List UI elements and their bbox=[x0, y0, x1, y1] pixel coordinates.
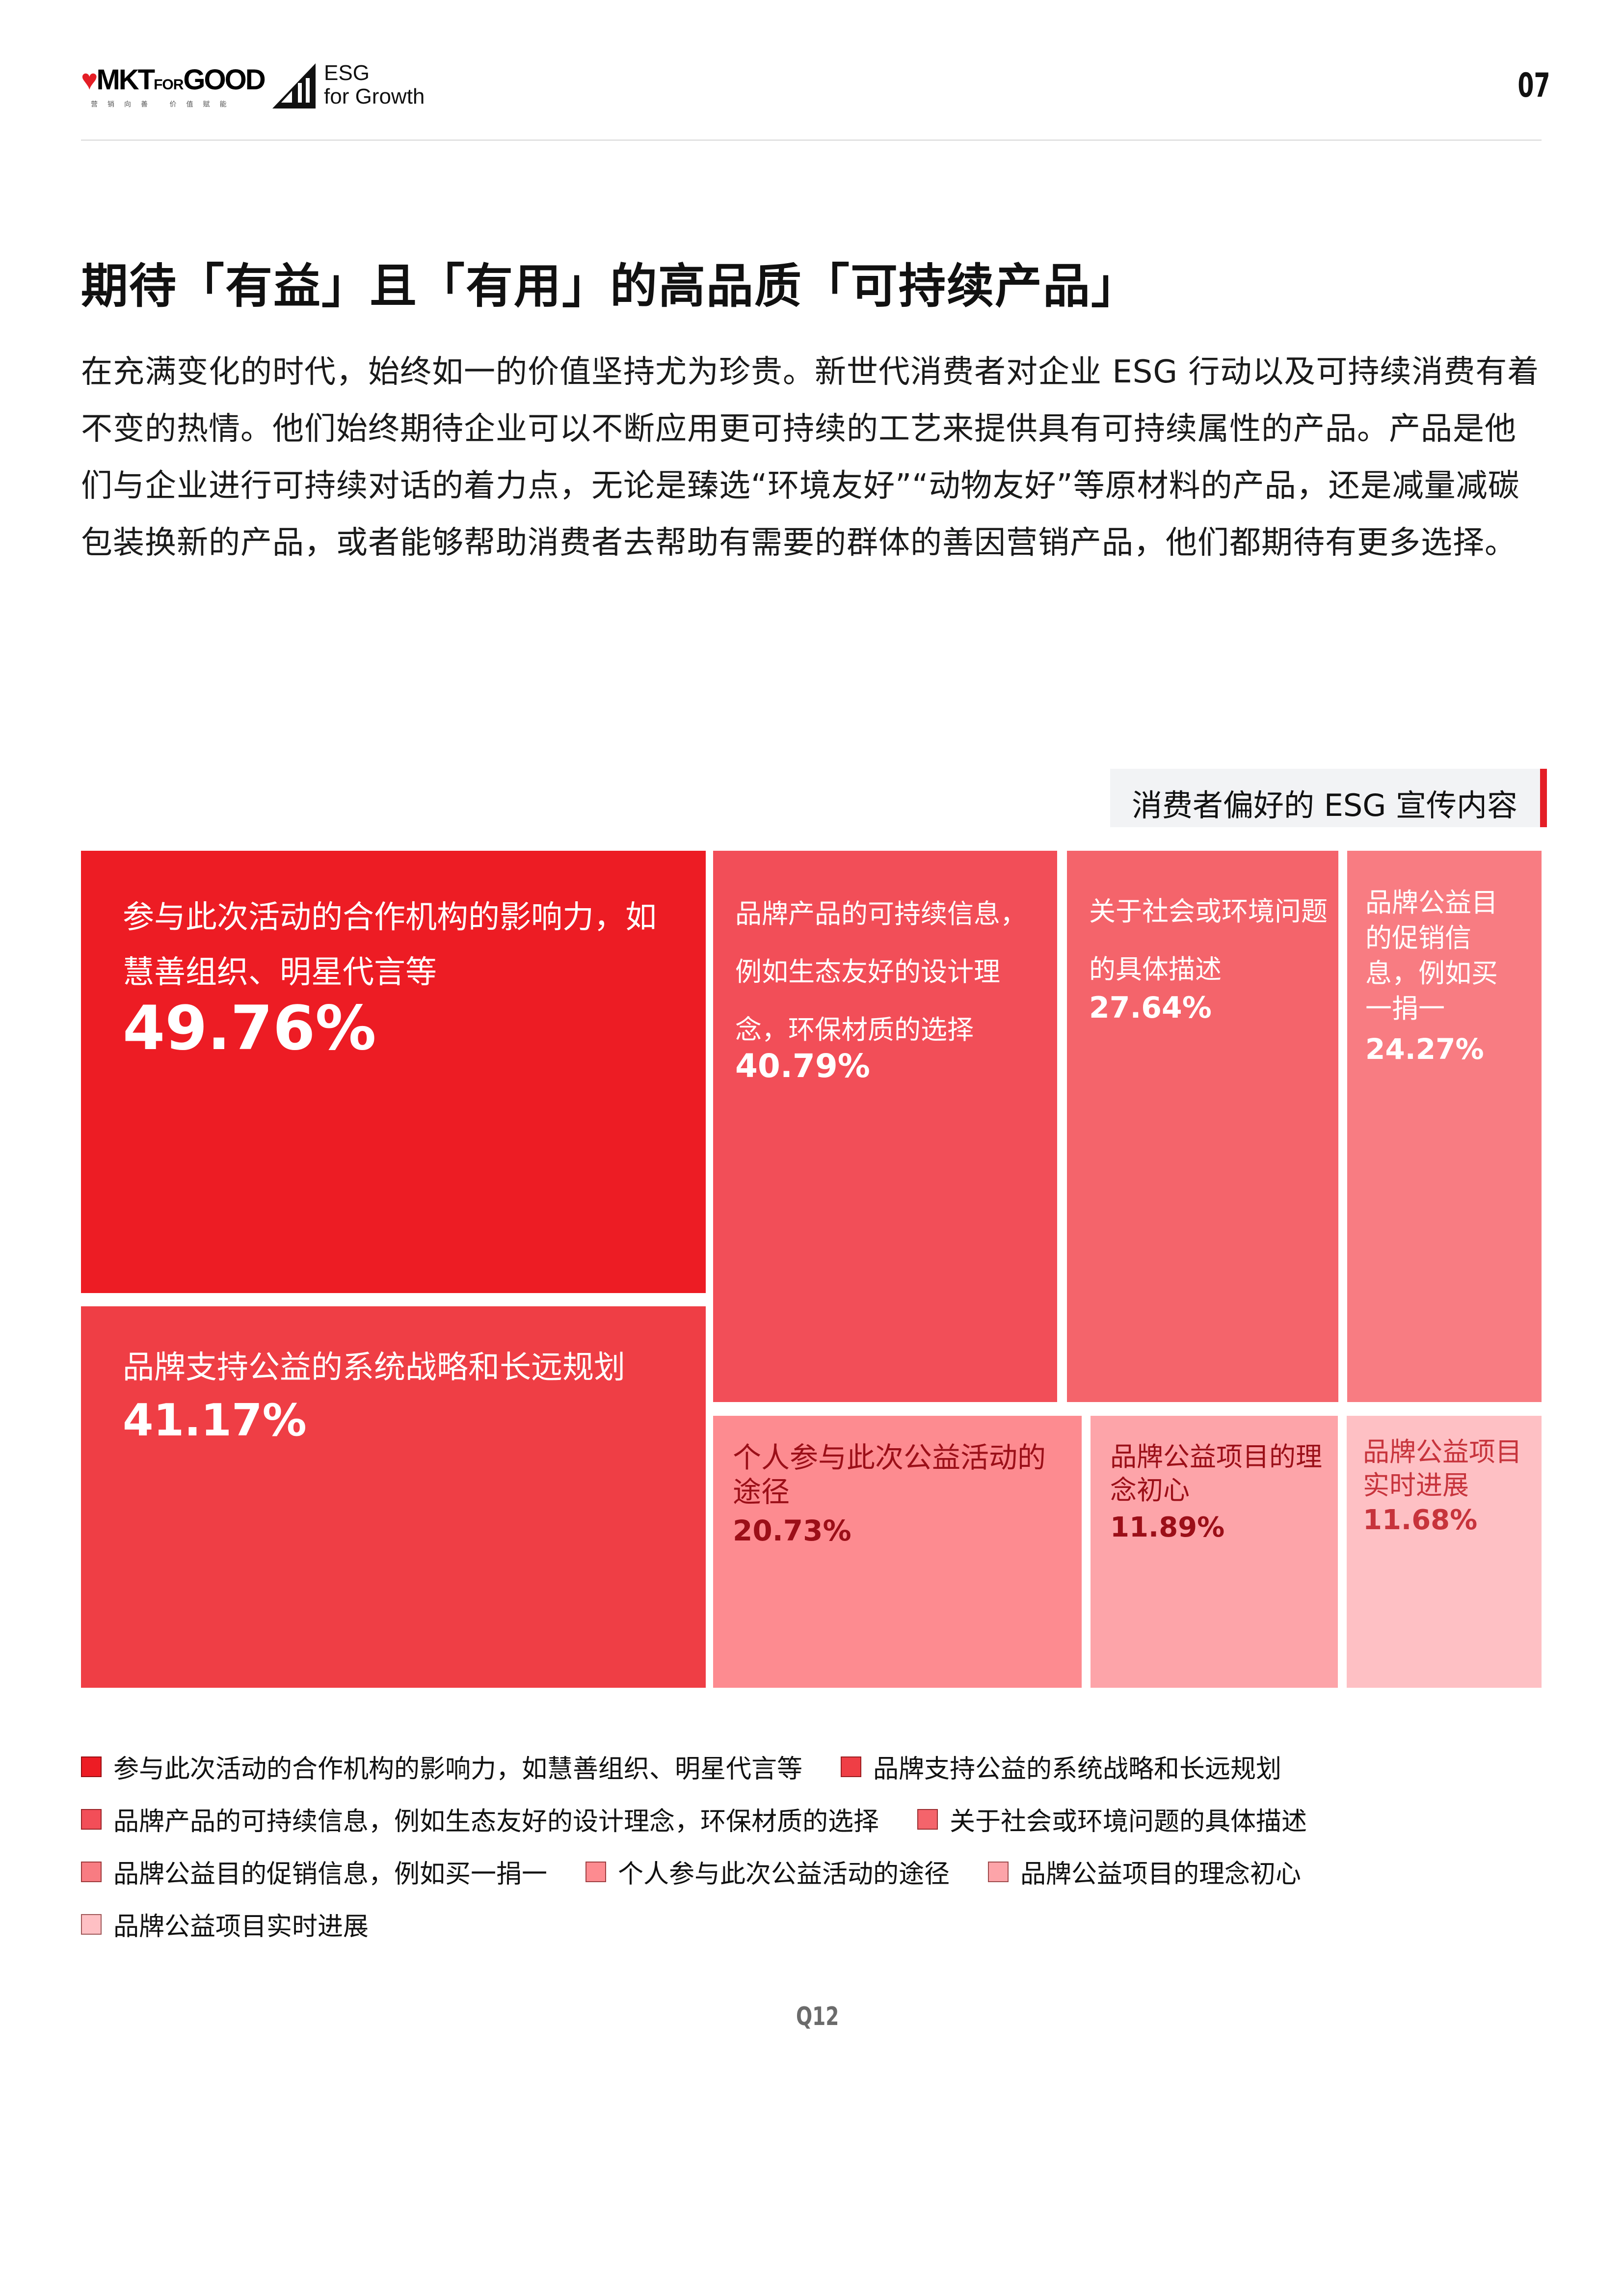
legend-item: 品牌产品的可持续信息，例如生态友好的设计理念，环保材质的选择 bbox=[81, 1801, 879, 1837]
legend-swatch bbox=[81, 1756, 102, 1777]
cell-label: 品牌公益项目实时进展 bbox=[1363, 1436, 1522, 1501]
legend-item: 品牌支持公益的系统战略和长远规划 bbox=[841, 1748, 1281, 1785]
legend-label: 品牌公益目的促销信息，例如买一捐一 bbox=[113, 1860, 548, 1889]
chart-title-box: 消费者偏好的 ESG 宣传内容 bbox=[1110, 769, 1547, 827]
page-title: 期待「有益」且「有用」的高品质「可持续产品」 bbox=[81, 259, 1139, 314]
treemap-cell-issue-description: 关于社会或环境问题的具体描述 27.64% bbox=[1067, 851, 1338, 1402]
legend-label: 个人参与此次公益活动的途径 bbox=[618, 1860, 950, 1889]
cell-label: 参与此次活动的合作机构的影响力，如慧善组织、明星代言等 bbox=[123, 899, 657, 991]
cell-label: 关于社会或环境问题的具体描述 bbox=[1089, 896, 1328, 985]
legend-row: 参与此次活动的合作机构的影响力，如慧善组织、明星代言等 品牌支持公益的系统战略和… bbox=[81, 1740, 1543, 1793]
cell-value: 27.64% bbox=[1089, 991, 1212, 1025]
legend-label: 品牌支持公益的系统战略和长远规划 bbox=[873, 1755, 1282, 1784]
legend-label: 品牌公益项目实时进展 bbox=[113, 1912, 369, 1942]
logo-wordmark: ♥MKTFORGOOD bbox=[81, 64, 266, 101]
cell-label: 品牌支持公益的系统战略和长远规划 bbox=[123, 1350, 625, 1386]
treemap-cell-brand-strategy: 品牌支持公益的系统战略和长远规划 41.17% bbox=[81, 1306, 706, 1688]
question-number: Q12 bbox=[796, 2002, 839, 2031]
legend-row: 品牌公益目的促销信息，例如买一捐一 个人参与此次公益活动的途径 品牌公益项目的理… bbox=[81, 1845, 1543, 1898]
legend-swatch bbox=[585, 1861, 607, 1882]
treemap-cell-realtime-progress: 品牌公益项目实时进展 11.68% bbox=[1347, 1416, 1542, 1688]
cell-value: 20.73% bbox=[733, 1514, 851, 1547]
cell-value: 49.76% bbox=[123, 993, 376, 1064]
legend-item: 品牌公益项目实时进展 bbox=[81, 1906, 369, 1943]
legend-item: 品牌公益项目的理念初心 bbox=[988, 1853, 1301, 1890]
chart-title-accent-bar bbox=[1540, 769, 1547, 827]
cell-value: 40.79% bbox=[735, 1047, 870, 1085]
mkt-for-good-logo: ♥MKTFORGOOD 营销向善 价值赋能 bbox=[81, 64, 266, 108]
legend-item: 关于社会或环境问题的具体描述 bbox=[917, 1801, 1307, 1837]
legend-swatch bbox=[917, 1809, 938, 1830]
esg-triangle-icon bbox=[272, 63, 316, 108]
logo-mkt-text: MKT bbox=[96, 64, 155, 96]
legend-label: 关于社会或环境问题的具体描述 bbox=[950, 1807, 1307, 1837]
header-divider bbox=[81, 139, 1542, 141]
cell-value: 11.89% bbox=[1110, 1512, 1225, 1543]
cell-label: 品牌公益项目的理念初心 bbox=[1110, 1441, 1322, 1506]
treemap-cell-personal-participation: 个人参与此次公益活动的途径 20.73% bbox=[713, 1416, 1082, 1688]
logo-esg-text: ESG bbox=[324, 61, 370, 85]
treemap-cell-partner-influence: 参与此次活动的合作机构的影响力，如慧善组织、明星代言等 49.76% bbox=[81, 851, 706, 1293]
cell-value: 11.68% bbox=[1363, 1504, 1478, 1536]
legend-item: 品牌公益目的促销信息，例如买一捐一 bbox=[81, 1853, 547, 1890]
logo-tagline: 营销向善 价值赋能 bbox=[91, 101, 237, 108]
legend-label: 品牌产品的可持续信息，例如生态友好的设计理念，环保材质的选择 bbox=[113, 1807, 879, 1837]
legend-row: 品牌公益项目实时进展 bbox=[81, 1898, 1543, 1950]
legend-item: 个人参与此次公益活动的途径 bbox=[585, 1853, 950, 1890]
treemap-cell-promotion-info: 品牌公益目的促销信息，例如买一捐一 24.27% bbox=[1347, 851, 1542, 1402]
chart-title: 消费者偏好的 ESG 宣传内容 bbox=[1132, 787, 1517, 823]
legend-swatch bbox=[841, 1756, 862, 1777]
legend-label: 品牌公益项目的理念初心 bbox=[1020, 1860, 1302, 1889]
legend-swatch bbox=[81, 1861, 102, 1882]
intro-paragraph: 在充满变化的时代，始终如一的价值坚持尤为珍贵。新世代消费者对企业 ESG 行动以… bbox=[81, 354, 1540, 561]
heart-icon: ♥ bbox=[81, 64, 98, 96]
legend-swatch bbox=[81, 1914, 102, 1935]
legend-row: 品牌产品的可持续信息，例如生态友好的设计理念，环保材质的选择 关于社会或环境问题… bbox=[81, 1793, 1543, 1845]
treemap-cell-product-sustainability: 品牌产品的可持续信息，例如生态友好的设计理念，环保材质的选择 40.79% bbox=[713, 851, 1057, 1402]
cell-value: 41.17% bbox=[123, 1395, 307, 1446]
cell-label: 品牌产品的可持续信息，例如生态友好的设计理念，环保材质的选择 bbox=[735, 898, 1027, 1045]
legend-swatch bbox=[81, 1809, 102, 1830]
cell-label: 品牌公益目的促销信息，例如买一捐一 bbox=[1365, 887, 1498, 1024]
treemap-cell-project-philosophy: 品牌公益项目的理念初心 11.89% bbox=[1091, 1416, 1338, 1688]
legend-swatch bbox=[988, 1861, 1009, 1882]
legend-item: 参与此次活动的合作机构的影响力，如慧善组织、明星代言等 bbox=[81, 1748, 802, 1785]
page-number: 07 bbox=[1517, 66, 1550, 105]
logo-growth-text: for Growth bbox=[324, 84, 425, 108]
cell-value: 24.27% bbox=[1365, 1032, 1484, 1066]
logo-good-text: GOOD bbox=[183, 64, 266, 96]
chart-legend: 参与此次活动的合作机构的影响力，如慧善组织、明星代言等 品牌支持公益的系统战略和… bbox=[81, 1740, 1543, 1950]
logo-for-text: FOR bbox=[154, 77, 184, 93]
cell-label: 个人参与此次公益活动的途径 bbox=[733, 1441, 1046, 1509]
legend-label: 参与此次活动的合作机构的影响力，如慧善组织、明星代言等 bbox=[113, 1755, 803, 1784]
esg-for-growth-logo: ESG for Growth bbox=[272, 61, 439, 110]
